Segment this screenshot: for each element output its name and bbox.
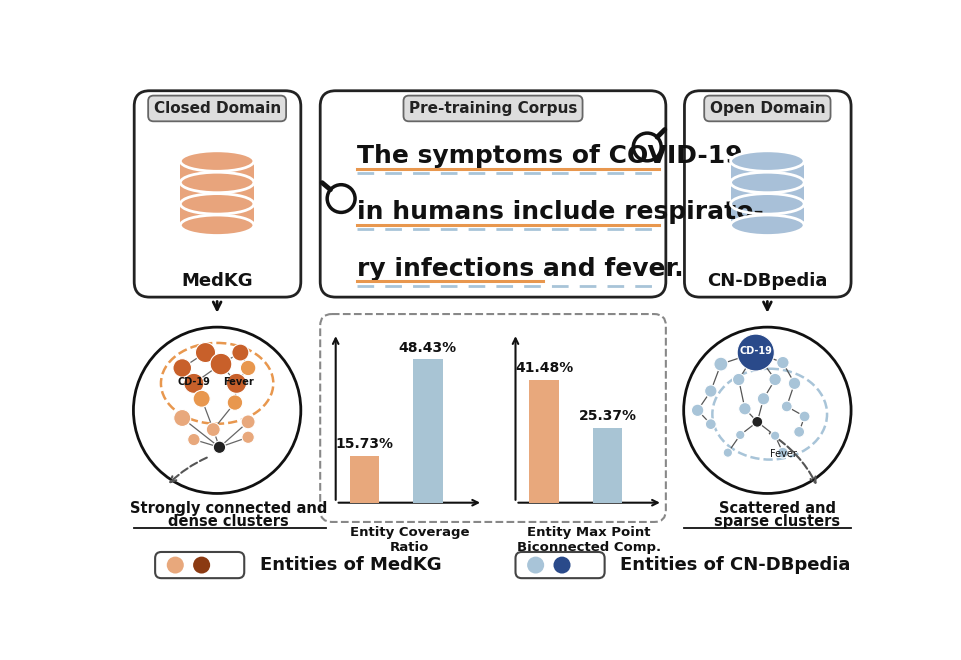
Ellipse shape [180,151,254,172]
Circle shape [195,343,215,362]
Ellipse shape [180,215,254,236]
Bar [729,161,803,225]
Circle shape [691,404,703,416]
Text: Scattered and: Scattered and [718,501,835,516]
Circle shape [704,419,716,430]
Circle shape [193,390,209,407]
Circle shape [187,434,200,446]
Ellipse shape [729,151,803,172]
Circle shape [793,426,803,437]
Circle shape [736,334,774,371]
Circle shape [780,401,791,412]
Circle shape [174,409,190,426]
Text: Open Domain: Open Domain [709,101,825,116]
Text: 15.73%: 15.73% [335,438,393,451]
Circle shape [799,411,809,422]
Text: MedKG: MedKG [181,272,253,290]
Bar [349,456,379,503]
Text: 25.37%: 25.37% [579,409,636,423]
Circle shape [713,357,727,371]
Circle shape [241,431,254,444]
FancyBboxPatch shape [135,90,301,297]
Text: Entities of MedKG: Entities of MedKG [259,556,441,574]
Circle shape [735,430,744,440]
Circle shape [723,448,731,457]
Circle shape [731,374,744,385]
Circle shape [683,327,850,494]
Circle shape [756,393,769,405]
Circle shape [213,441,226,453]
Text: The symptoms of COVID-19: The symptoms of COVID-19 [357,144,742,168]
Circle shape [241,415,255,429]
Text: 41.48%: 41.48% [514,361,573,376]
Circle shape [227,395,242,411]
Circle shape [553,556,570,574]
Text: CN-DBpedia: CN-DBpedia [706,272,826,290]
Text: dense clusters: dense clusters [168,514,289,529]
Text: ry infections and fever.: ry infections and fever. [357,257,682,280]
Circle shape [193,556,209,574]
Circle shape [752,416,762,427]
Text: CD-19: CD-19 [177,377,210,387]
Text: Entities of CN-DBpedia: Entities of CN-DBpedia [620,556,850,574]
Text: CD-19: CD-19 [739,346,772,356]
Text: Pre-training Corpus: Pre-training Corpus [408,101,577,116]
Text: Entity Max Point
Biconnected Comp.: Entity Max Point Biconnected Comp. [516,526,660,554]
FancyBboxPatch shape [515,552,604,578]
Text: Closed Domain: Closed Domain [154,101,281,116]
Circle shape [232,344,249,361]
Circle shape [209,353,232,375]
Circle shape [770,431,779,440]
Circle shape [226,374,246,393]
Text: 48.43%: 48.43% [399,341,456,354]
Bar [413,359,442,503]
Circle shape [206,422,220,436]
Text: Fever: Fever [222,377,253,387]
Circle shape [776,447,787,458]
FancyBboxPatch shape [683,90,850,297]
Circle shape [738,403,751,415]
Text: in humans include respirato-: in humans include respirato- [357,201,763,224]
FancyBboxPatch shape [320,314,665,522]
Circle shape [240,360,256,376]
Text: Fever: Fever [770,449,797,459]
Circle shape [703,385,716,397]
Ellipse shape [729,215,803,236]
Circle shape [134,327,301,494]
Circle shape [768,374,780,385]
Bar [592,428,622,503]
Circle shape [184,374,204,393]
FancyBboxPatch shape [320,90,665,297]
Bar [529,380,558,503]
FancyBboxPatch shape [155,552,244,578]
Circle shape [527,556,544,574]
Bar [180,161,254,225]
Circle shape [787,378,800,389]
Text: sparse clusters: sparse clusters [714,514,840,529]
Text: Entity Coverage
Ratio: Entity Coverage Ratio [349,526,469,554]
Circle shape [166,556,184,574]
Circle shape [173,359,191,378]
Circle shape [776,356,788,369]
Text: Strongly connected and: Strongly connected and [130,501,327,516]
